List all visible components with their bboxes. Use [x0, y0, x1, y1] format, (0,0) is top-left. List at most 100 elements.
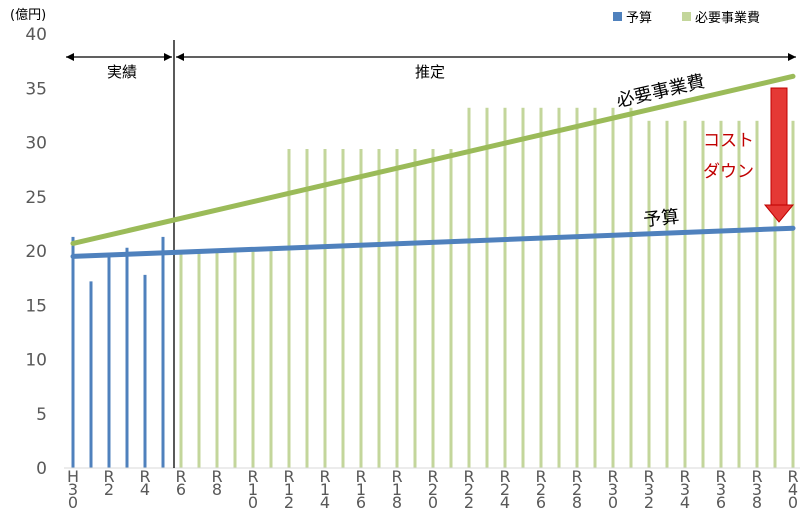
required-cost-bar	[233, 251, 237, 468]
budget-bar	[89, 281, 93, 468]
x-tick-label: 2	[500, 480, 510, 499]
y-tick-label: 15	[25, 296, 47, 316]
required-cost-bar	[539, 107, 543, 468]
actual-arrow-left-head	[66, 53, 74, 61]
x-tick-label: 3	[752, 480, 762, 499]
unit-label: (億円)	[10, 7, 46, 23]
required-cost-bar	[719, 120, 723, 469]
required-cost-bar	[665, 120, 669, 469]
x-tick-label: 3	[680, 480, 690, 499]
required-cost-bar	[737, 120, 741, 469]
y-tick-label: 40	[25, 25, 47, 45]
required-cost-bar	[431, 149, 435, 468]
y-tick-label: 0	[36, 459, 47, 479]
required-cost-bar	[287, 149, 291, 468]
x-tick-label: 4	[788, 480, 798, 499]
trend-lines	[70, 73, 796, 259]
y-tick-label: 20	[25, 242, 47, 262]
x-tick-label: R	[715, 467, 726, 486]
x-tick-label: 1	[320, 480, 330, 499]
x-tick-label: 1	[248, 480, 258, 499]
x-tick-label: 2	[464, 493, 474, 509]
x-tick-label: R	[427, 467, 438, 486]
x-tick-label: 2	[428, 480, 438, 499]
x-tick-label: 6	[716, 493, 726, 509]
x-tick-label: 2	[536, 480, 546, 499]
x-tick-label: 8	[392, 493, 402, 509]
x-tick-label: 0	[428, 493, 438, 509]
budget-trend-line	[70, 225, 796, 259]
required-cost-bar	[341, 149, 345, 468]
budget-bar	[71, 236, 75, 468]
x-tick-label: R	[679, 467, 690, 486]
budget-trend-label: 予算	[642, 206, 680, 231]
required-cost-bar	[755, 120, 759, 469]
x-tick-label: R	[283, 467, 294, 486]
x-tick-label: 2	[572, 480, 582, 499]
y-tick-label: 25	[25, 188, 47, 208]
x-tick-label: 2	[464, 480, 474, 499]
required-cost-bar	[467, 107, 471, 468]
x-tick-label: R	[535, 467, 546, 486]
x-tick-label: R	[139, 467, 150, 486]
legend-swatch-required	[682, 12, 691, 21]
required-cost-bar	[557, 107, 561, 468]
x-tick-label: 0	[788, 493, 798, 509]
required-cost-bar	[485, 107, 489, 468]
required-cost-bar	[611, 107, 615, 468]
x-tick-label: 0	[608, 493, 618, 509]
x-tick-label: R	[319, 467, 330, 486]
legend-label-required: 必要事業費	[695, 10, 760, 26]
x-tick-label: 6	[356, 493, 366, 509]
x-tick-label: R	[571, 467, 582, 486]
required-cost-bar	[305, 149, 309, 468]
required-cost-bar	[197, 251, 201, 468]
x-tick-label: 6	[536, 493, 546, 509]
x-tick-label: R	[787, 467, 798, 486]
required-cost-bar	[323, 149, 327, 468]
cost-down-arrow-head	[763, 204, 795, 223]
y-tick-label: 35	[25, 79, 47, 99]
x-tick-label: R	[355, 467, 366, 486]
actual-arrow-right-head	[164, 53, 172, 61]
y-axis: 0 5 10 15 20 25 30 35 40	[25, 25, 47, 479]
x-tick-label: 4	[680, 493, 690, 509]
required-cost-bar	[701, 120, 705, 469]
actual-period-label: 実績	[107, 63, 137, 81]
x-tick-label: 8	[752, 493, 762, 509]
x-tick-label: 0	[248, 493, 258, 509]
x-tick-label: H	[67, 467, 79, 486]
required-cost-bar	[359, 149, 363, 468]
estimate-arrow-right-head	[788, 53, 796, 61]
x-tick-label: 4	[140, 480, 150, 499]
cost-down-text-line1: コスト	[703, 131, 754, 151]
x-tick-label: R	[607, 467, 618, 486]
x-tick-label: R	[751, 467, 762, 486]
required-cost-bar	[449, 149, 453, 468]
required-cost-bar	[413, 149, 417, 468]
required-cost-bar	[215, 251, 219, 468]
required-cost-bar	[521, 107, 525, 468]
x-tick-label: R	[391, 467, 402, 486]
estimate-arrow-left-head	[176, 53, 184, 61]
budget-bar	[125, 247, 129, 468]
cost-down-arrow-shaft	[770, 87, 788, 206]
x-tick-label: R	[211, 467, 222, 486]
x-tick-label: R	[247, 467, 258, 486]
budget-bar	[143, 274, 147, 468]
required-cost-trend-line	[70, 73, 796, 246]
legend: 予算 必要事業費	[613, 10, 760, 26]
x-tick-label: 2	[284, 493, 294, 509]
required-cost-bar	[269, 251, 273, 468]
budget-bar	[107, 253, 111, 468]
x-tick-label: 2	[644, 493, 654, 509]
y-tick-label: 30	[25, 134, 47, 154]
x-tick-label: 3	[716, 480, 726, 499]
x-tick-label: 1	[356, 480, 366, 499]
cost-down-annotation: コスト ダウン	[703, 87, 795, 223]
x-tick-label: 4	[500, 493, 510, 509]
required-cost-bar	[575, 107, 579, 468]
x-tick-label: R	[499, 467, 510, 486]
y-tick-label: 5	[36, 405, 47, 425]
x-tick-label: 8	[212, 480, 222, 499]
